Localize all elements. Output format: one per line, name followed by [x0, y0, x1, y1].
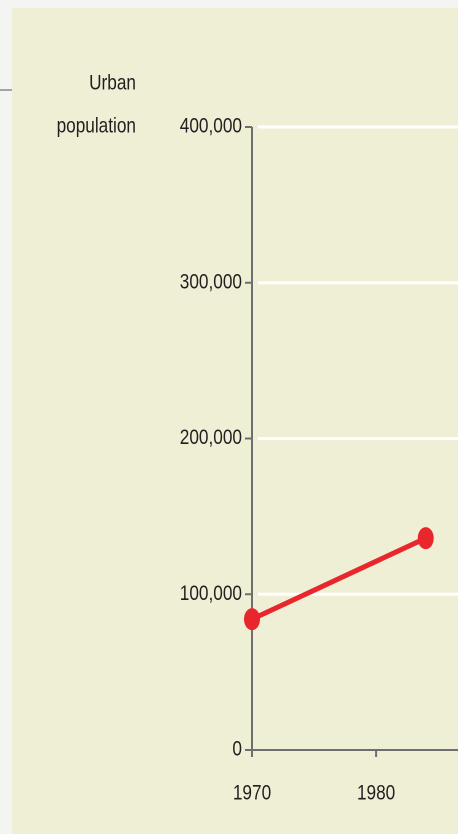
x-tick-label: 1980	[357, 782, 395, 805]
data-point	[417, 527, 434, 550]
data-line	[250, 535, 427, 622]
y-tick-label: 100,000	[180, 582, 242, 605]
y-tick-label: 400,000	[180, 115, 242, 138]
y-tick-label: 200,000	[180, 427, 242, 450]
data-point	[244, 608, 260, 631]
y-tick-label: 0	[232, 738, 242, 761]
x-tick-label: 1970	[233, 782, 271, 805]
y-axis-label: Urban	[89, 72, 136, 95]
y-axis-label: population	[57, 115, 136, 138]
y-tick-label: 300,000	[180, 271, 242, 294]
chart-background	[12, 8, 458, 834]
